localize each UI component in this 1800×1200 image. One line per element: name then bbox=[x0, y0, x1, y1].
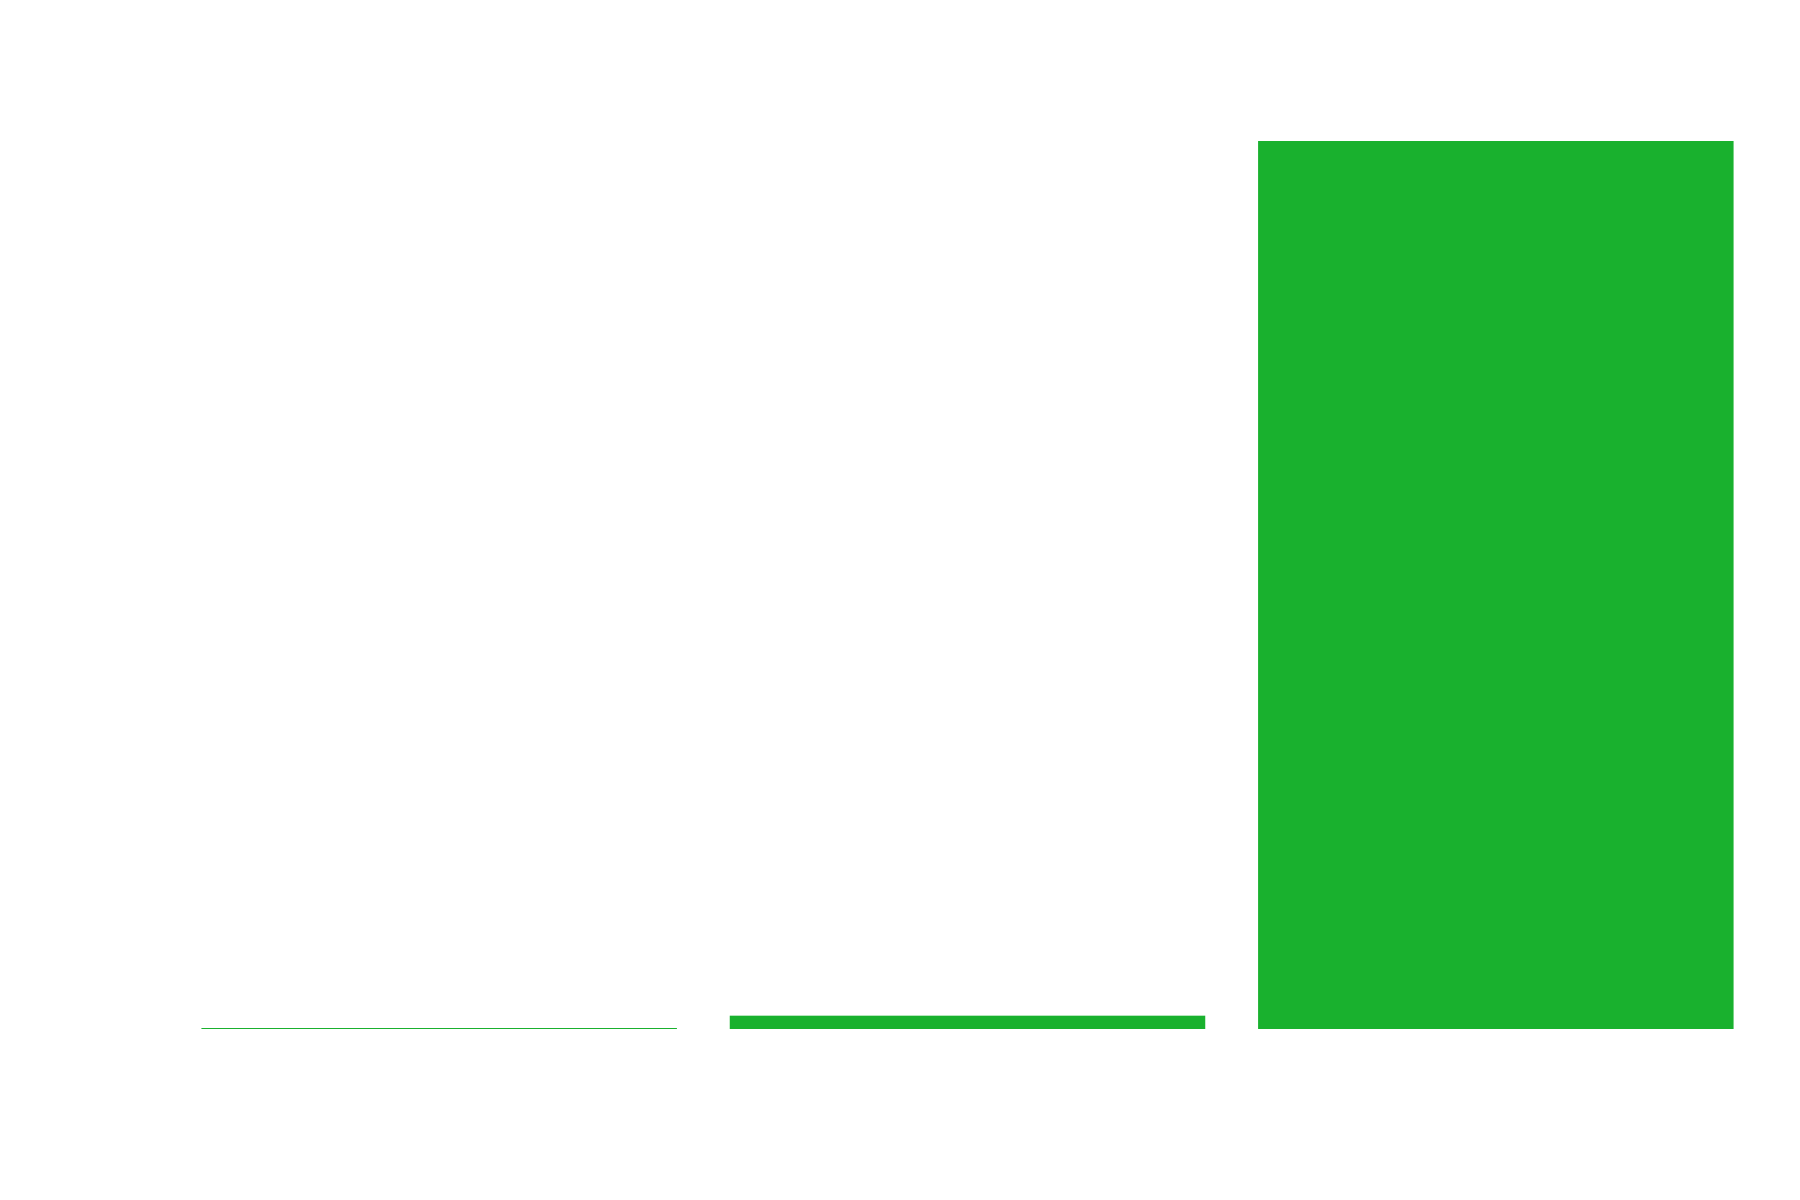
bars-group bbox=[201, 141, 1734, 1029]
bar-3 bbox=[1258, 141, 1734, 1029]
bar-1 bbox=[201, 1028, 677, 1029]
bar-2 bbox=[729, 1015, 1206, 1029]
